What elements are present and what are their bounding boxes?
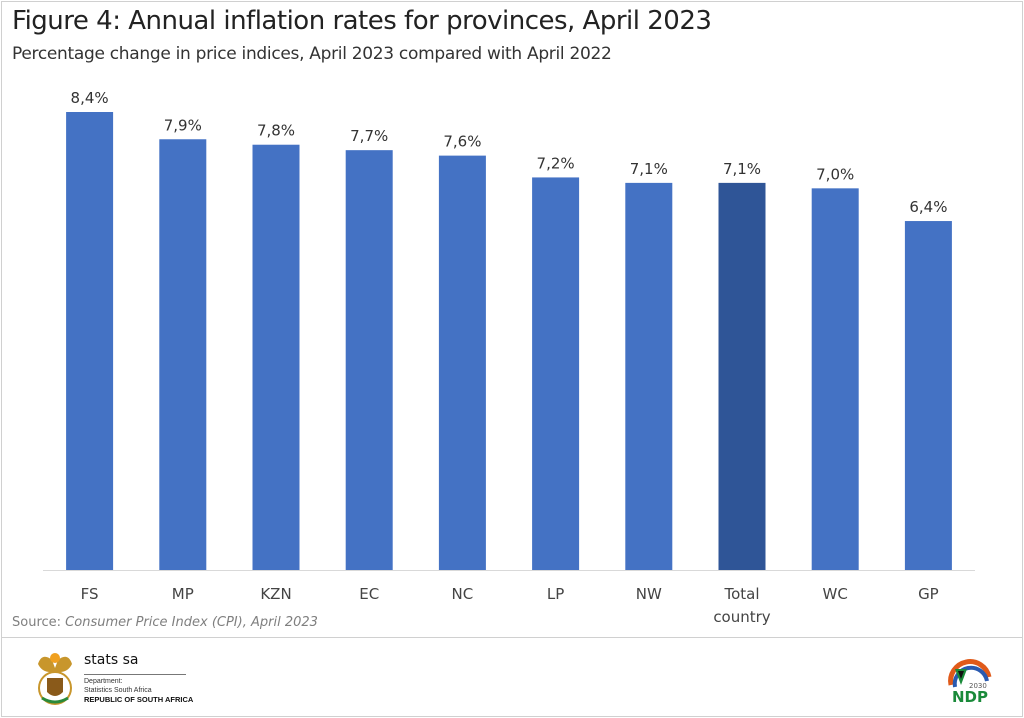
republic-label: REPUBLIC OF SOUTH AFRICA — [84, 695, 194, 704]
source-label: Source: — [12, 615, 66, 630]
data-label: 7,7% — [350, 127, 388, 145]
data-label: 7,1% — [630, 160, 668, 178]
x-tick-label: FS — [81, 585, 99, 603]
x-tick-label: NW — [636, 585, 662, 603]
x-tick-label: LP — [547, 585, 564, 603]
bar-total-country — [718, 182, 766, 570]
x-tick-label: country — [713, 608, 770, 626]
bar-nc — [438, 155, 486, 570]
footer-divider — [2, 637, 1022, 638]
bar-nw — [625, 182, 673, 570]
stats-sa-logo: stats sa Department: Statistics South Afr… — [34, 650, 204, 710]
bar-mp — [159, 139, 207, 570]
ndp-year: 2030 — [969, 682, 987, 690]
coat-of-arms-icon — [38, 653, 72, 705]
bar-chart: 8,4% FS 7,9% MP 7,8% KZN 7,7% EC 7,6% NC 7,2% LP 7,1… — [43, 89, 975, 626]
x-tick-label: Total — [723, 585, 759, 603]
x-tick-label: GP — [918, 585, 939, 603]
data-label: 7,1% — [723, 160, 761, 178]
ndp-text: NDP — [952, 688, 988, 705]
chart-title: Figure 4: Annual inflation rates for pro… — [12, 6, 712, 36]
data-label: 7,6% — [443, 133, 481, 151]
dept-label: Department: — [84, 678, 123, 685]
x-tick-label: KZN — [260, 585, 291, 603]
data-label: 7,8% — [257, 122, 295, 140]
bar-lp — [532, 177, 580, 570]
data-label: 7,2% — [537, 154, 575, 172]
logo-underline — [84, 674, 186, 675]
ndp-2030-logo: 2030 NDP — [948, 659, 992, 705]
bar-wc — [811, 188, 859, 571]
source-text: Consumer Price Index (CPI), April 2023 — [65, 615, 318, 630]
data-label: 8,4% — [71, 89, 109, 107]
x-tick-label: EC — [359, 585, 379, 603]
data-label: 6,4% — [909, 198, 947, 216]
bar-ec — [345, 150, 393, 570]
data-label: 7,0% — [816, 165, 854, 183]
dept-name: Statistics South Africa — [84, 687, 152, 694]
bar-gp — [904, 221, 952, 571]
data-label: 7,9% — [164, 116, 202, 134]
bar-kzn — [252, 144, 300, 570]
x-tick-label: MP — [172, 585, 194, 603]
x-tick-label: WC — [823, 585, 848, 603]
x-tick-label: NC — [452, 585, 474, 603]
chart-subtitle: Percentage change in price indices, Apri… — [12, 44, 612, 64]
stats-dept: Department: Statistics South Africa — [84, 677, 152, 695]
source-note: Source: Consumer Price Index (CPI), Apri… — [12, 615, 318, 630]
stats-sa-name: stats sa — [84, 652, 139, 668]
bar-fs — [66, 112, 114, 570]
